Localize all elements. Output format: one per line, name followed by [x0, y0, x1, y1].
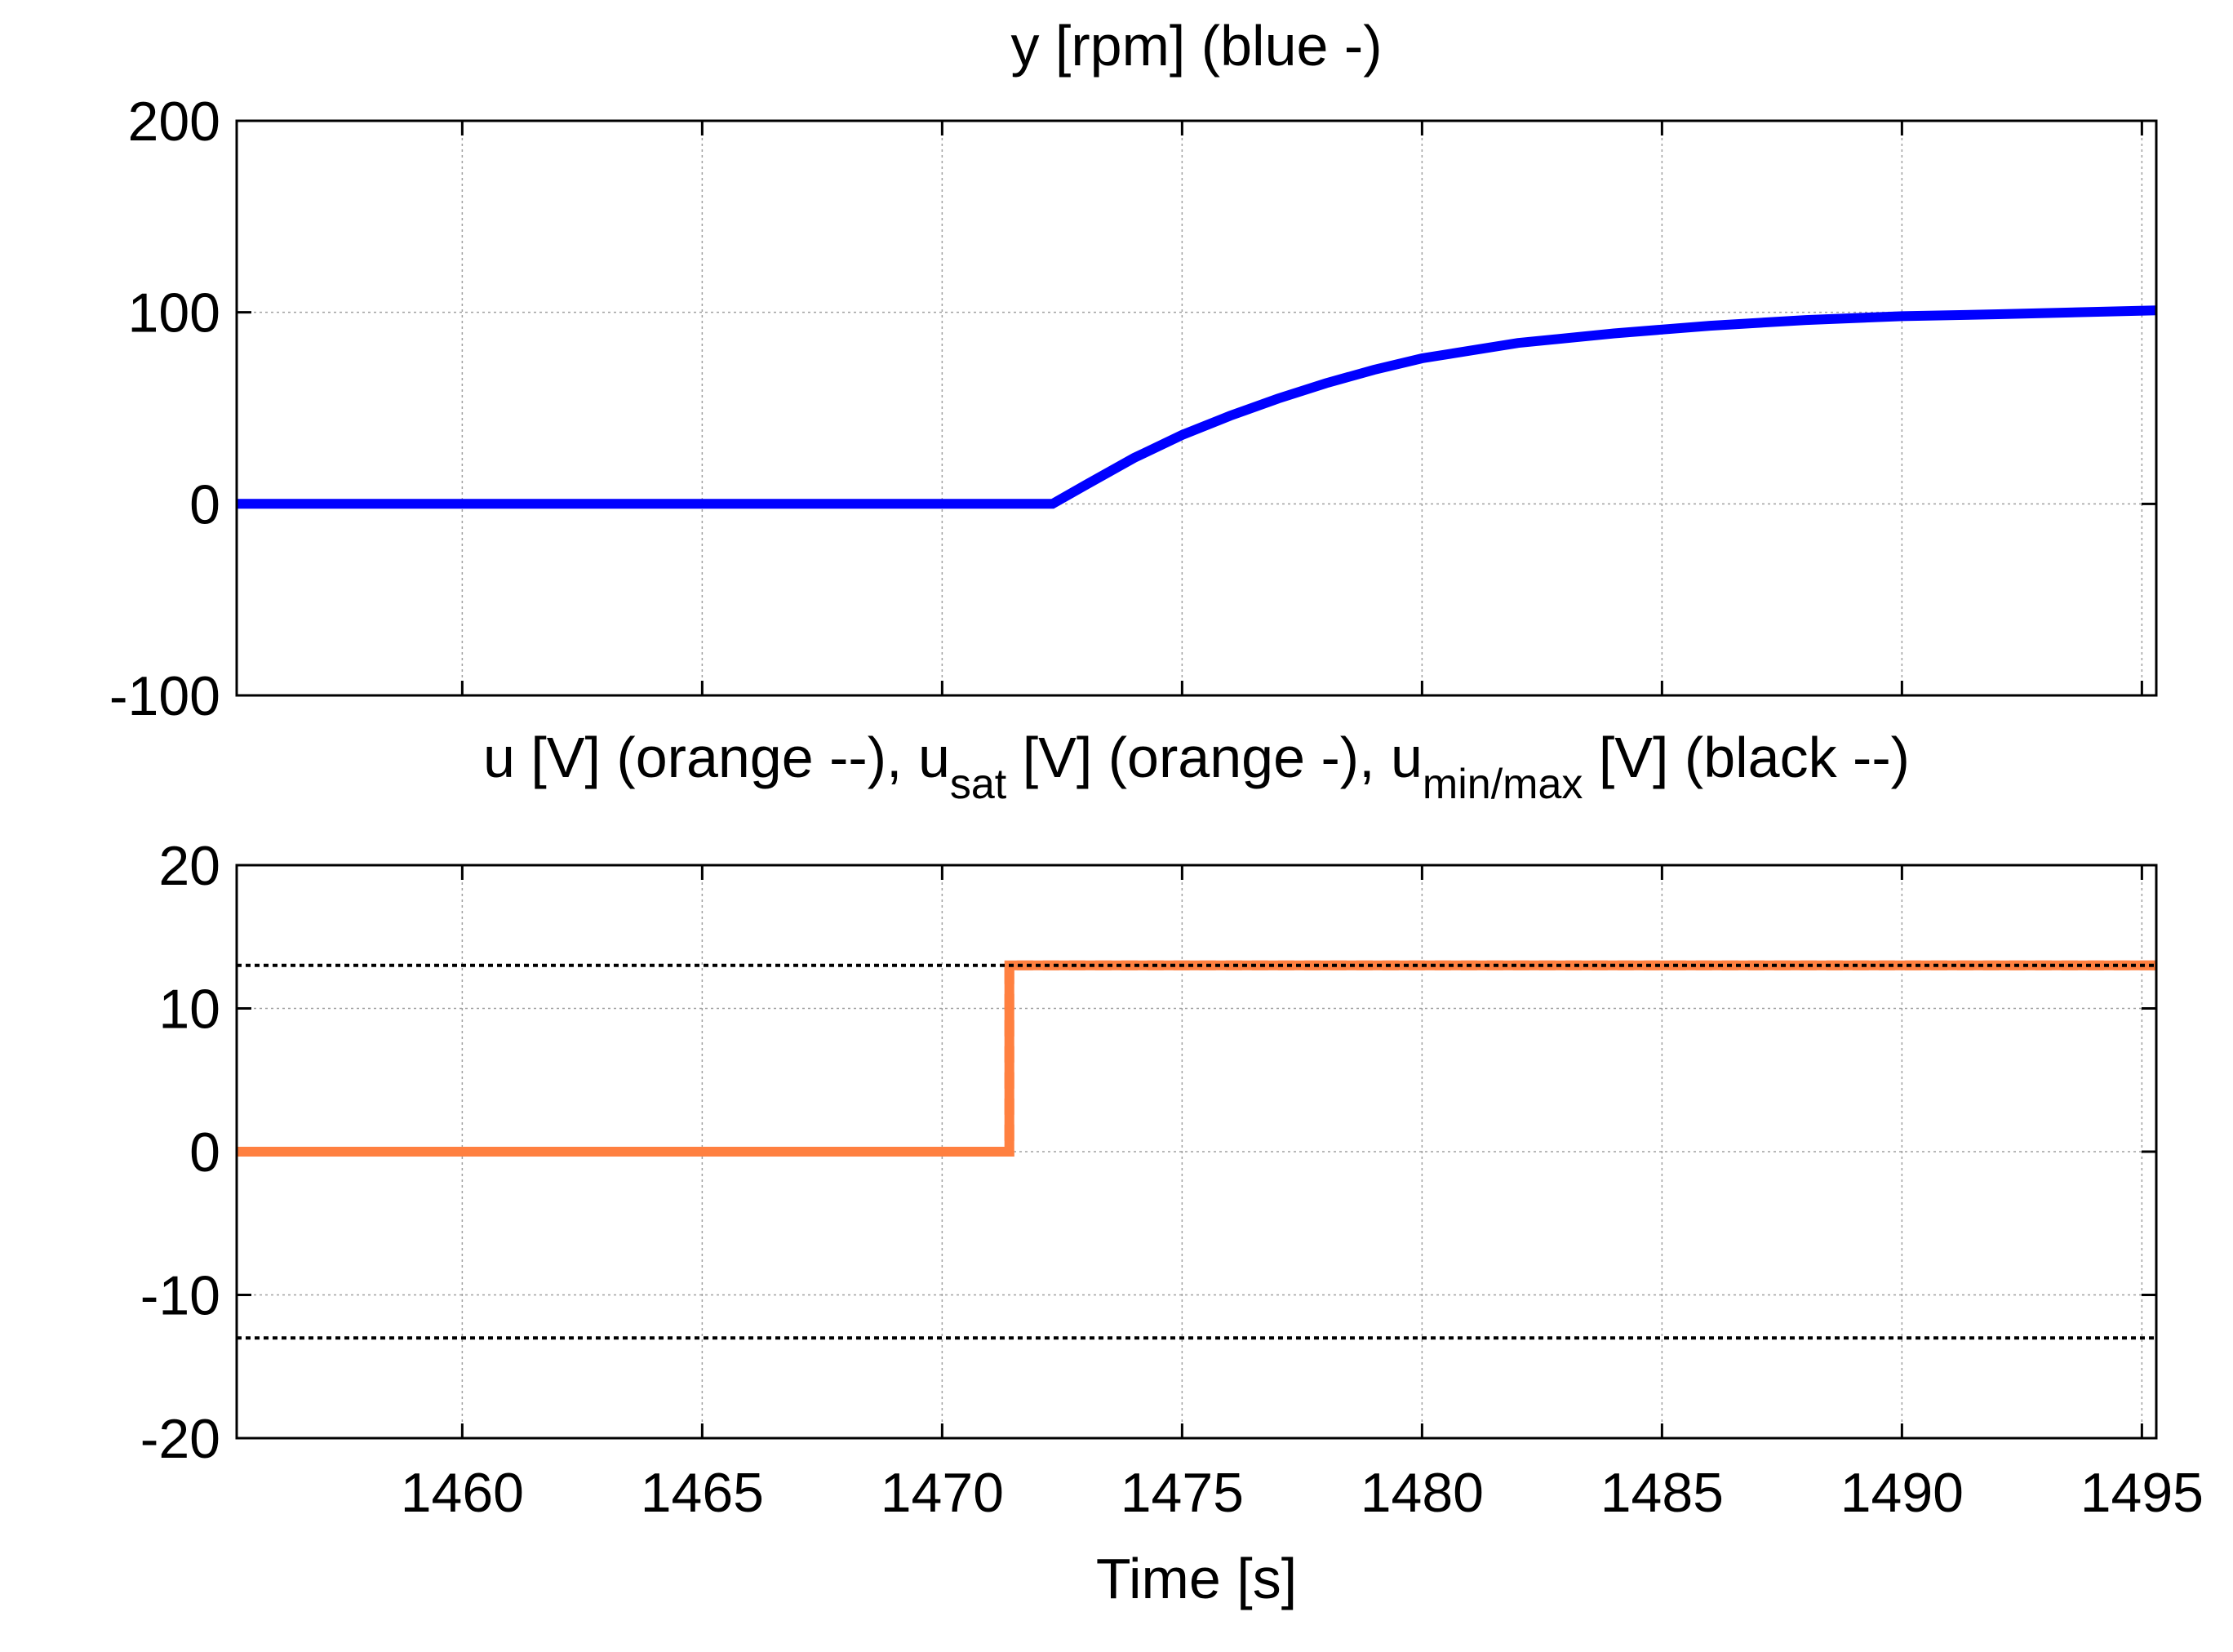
voltage-plot-axes-frame [235, 864, 2158, 1440]
speed-plot-axes-frame [235, 119, 2158, 697]
series-line [237, 960, 2156, 1157]
voltage-plot-series [237, 960, 2156, 1340]
x-tick-label: 1490 [1840, 1462, 1964, 1524]
speed-plot-series [237, 305, 2157, 509]
y-tick-label: 100 [128, 282, 220, 344]
x-tick-label: 1485 [1600, 1462, 1724, 1524]
y-tick-label: 10 [158, 979, 220, 1041]
series-line [237, 960, 2156, 1157]
voltage-title-part-c: [V] (black --) [1583, 726, 1910, 789]
x-tick-label: 1480 [1361, 1462, 1484, 1524]
speed-plot-grid [237, 120, 2156, 696]
y-tick-label: 0 [189, 473, 220, 535]
speed-plot-title: y [rpm] (blue -) [1010, 14, 1382, 78]
voltage-plot: u [V] (orange --), usat [V] (orange -), … [140, 726, 2204, 1610]
y-tick-label: -10 [140, 1265, 220, 1327]
voltage-title-part-a: u [V] (orange --), u [483, 726, 950, 789]
speed-plot-y-tick-labels: -100 0 100 200 [109, 91, 220, 727]
x-tick-label: 1475 [1121, 1462, 1244, 1524]
voltage-title-sub-minmax: min/max [1423, 761, 1583, 808]
x-tick-label: 1465 [641, 1462, 764, 1524]
y-tick-label: -100 [109, 665, 220, 727]
voltage-plot-title: u [V] (orange --), usat [V] (orange -), … [483, 726, 1910, 808]
series-line [237, 305, 2157, 509]
x-tick-label: 1460 [401, 1462, 524, 1524]
y-tick-label: -20 [140, 1408, 220, 1470]
voltage-title-part-b: [V] (orange -), u [1006, 726, 1423, 789]
y-tick-label: 200 [128, 91, 220, 153]
speed-plot-ticks [237, 119, 2156, 697]
y-tick-label: 0 [189, 1121, 220, 1183]
voltage-plot-y-tick-labels: -20 -10 0 10 20 [140, 835, 220, 1470]
voltage-plot-x-tick-labels: 1460 1465 1470 1475 1480 1485 1490 1495 [401, 1462, 2204, 1524]
x-tick-label: 1470 [881, 1462, 1004, 1524]
x-tick-label: 1495 [2080, 1462, 2204, 1524]
voltage-title-sub-sat: sat [950, 761, 1007, 808]
x-axis-label: Time [s] [1096, 1547, 1297, 1610]
speed-plot: y [rpm] (blue -) -100 0 100 200 [109, 14, 2158, 727]
y-tick-label: 20 [158, 835, 220, 897]
